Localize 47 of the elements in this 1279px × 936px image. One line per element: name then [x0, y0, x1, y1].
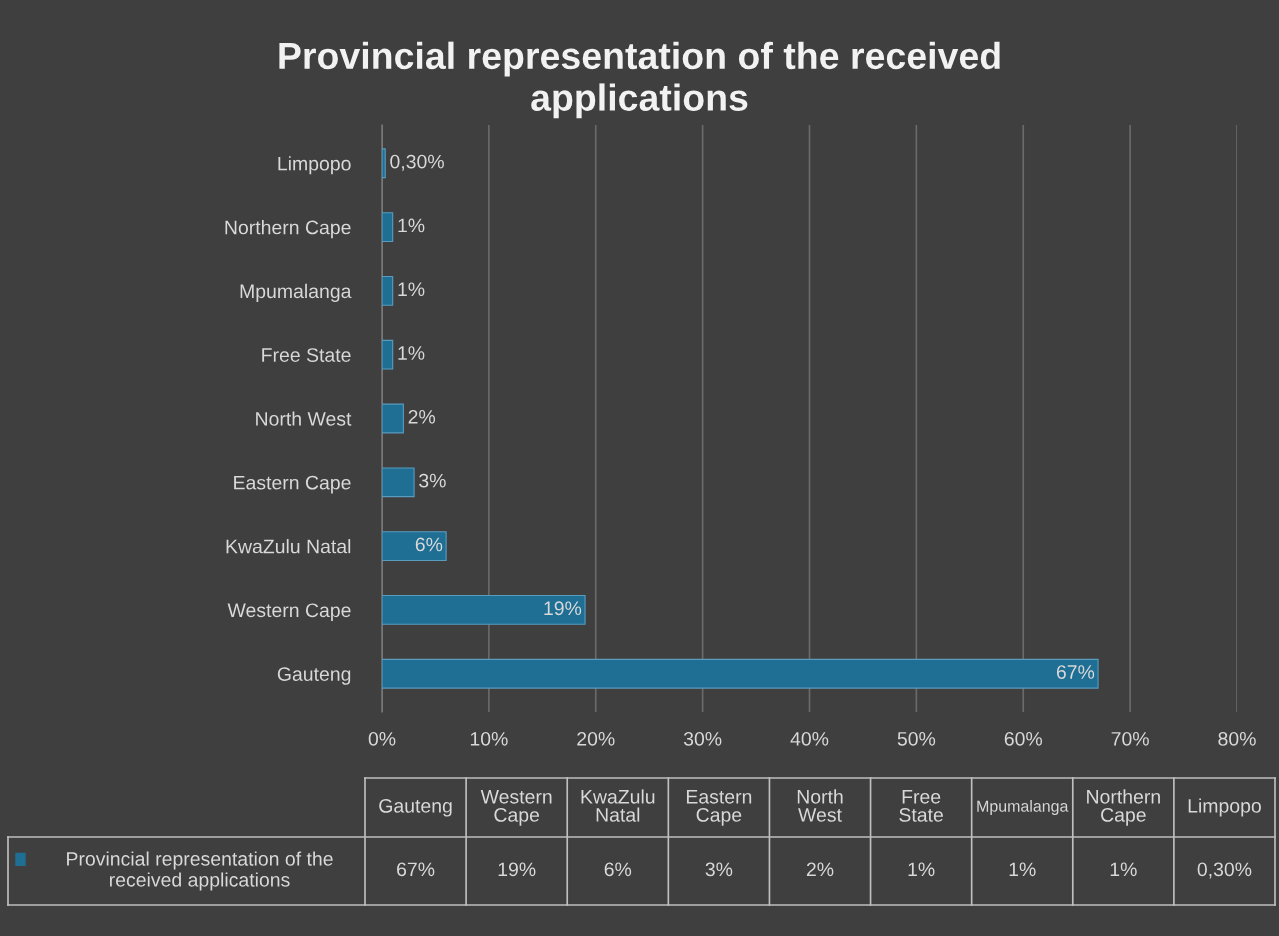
category-label: Mpumalanga [977, 800, 1069, 815]
data-label: 2% [408, 409, 436, 424]
chart-title: Provincial representation of the received applications [279, 41, 1000, 119]
y-tick-label: Free State [262, 348, 351, 362]
category-label: Gauteng [379, 798, 452, 817]
text: 2% [806, 862, 834, 877]
text: 0,30% [1197, 862, 1252, 879]
category-label: Eastern Cape [686, 790, 752, 826]
y-tick-label: KwaZulu Natal [226, 539, 351, 554]
category-label: Western Cape [480, 790, 552, 826]
text: 19% [498, 862, 536, 877]
data-label: 1% [398, 218, 425, 233]
category-label: Free State [899, 790, 943, 822]
text: 6% [604, 862, 632, 877]
x-tick-label: 80% [1218, 731, 1256, 746]
data-label: 19% [544, 601, 582, 616]
data-label: 1% [398, 346, 425, 360]
text: 1% [1110, 862, 1137, 877]
text: 3% [705, 862, 733, 877]
y-tick-label: Gauteng [277, 667, 351, 685]
x-tick-label: 10% [470, 731, 508, 746]
x-tick-label: 60% [1004, 731, 1043, 746]
x-tick-label: 30% [683, 731, 722, 746]
x-tick-label: 0% [368, 731, 396, 746]
y-tick-label: Mpumalanga [240, 283, 352, 302]
data-label: 3% [419, 473, 446, 488]
category-label: KwaZulu Natal [581, 789, 655, 822]
text: 67% [397, 862, 435, 877]
category-label: Limpopo [1188, 798, 1261, 817]
x-tick-label: 70% [1111, 731, 1149, 746]
y-tick-label: Western Cape [227, 603, 351, 621]
data-label: 67% [1056, 665, 1095, 679]
y-tick-label: Eastern Cape [234, 475, 351, 494]
y-tick-label: Northern Cape [225, 220, 351, 239]
data-label: 6% [415, 537, 443, 552]
text: 1% [908, 862, 935, 877]
data-label: 0,30% [390, 154, 444, 171]
x-tick-label: 20% [577, 731, 615, 746]
legend-label: Provincial representation of the received applications [67, 851, 333, 891]
y-tick-label: North West [256, 411, 352, 426]
text: 1% [1009, 862, 1036, 877]
category-label: Northern Cape [1087, 789, 1160, 826]
x-tick-label: 40% [790, 731, 829, 746]
category-label: North West [797, 789, 843, 822]
y-tick-label: Limpopo [278, 156, 351, 175]
x-tick-label: 50% [897, 731, 936, 746]
data-label: 1% [398, 282, 425, 297]
